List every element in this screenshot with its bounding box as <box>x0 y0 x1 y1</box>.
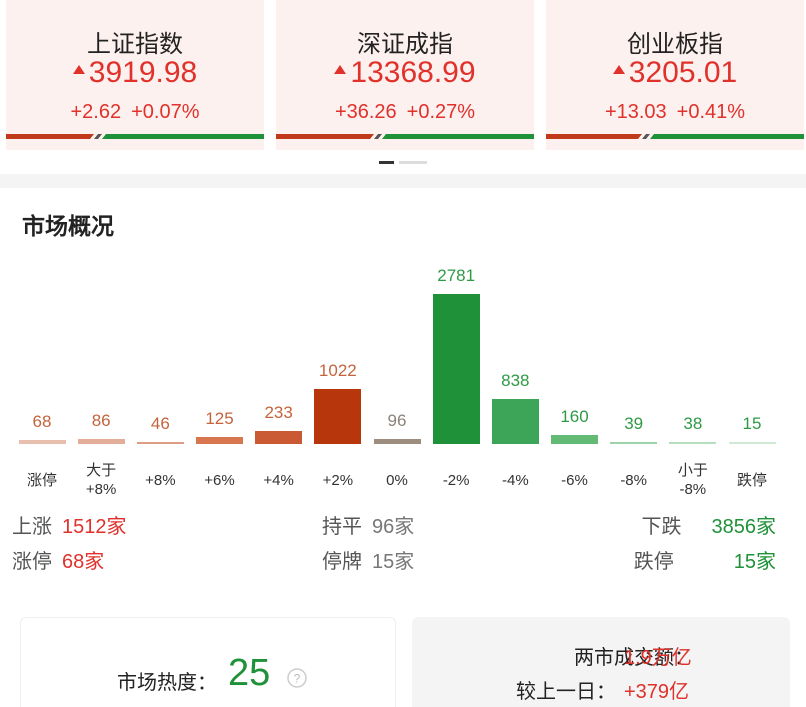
category-label: 跌停 <box>736 471 767 489</box>
stat-value: 15家 <box>733 551 776 573</box>
category-label: -4% <box>501 471 529 489</box>
value-label: 838 <box>501 370 530 390</box>
percent: +0.27% <box>406 101 476 123</box>
index-change: +2.62 +0.07% <box>6 101 264 124</box>
separator <box>0 174 806 188</box>
bar <box>728 442 776 444</box>
index-name: 上证指数 <box>87 31 183 58</box>
stat-value: 1512家 <box>62 516 127 538</box>
index-value-text: 3205.01 <box>628 56 738 89</box>
value-label: 68 <box>32 412 52 432</box>
percent: +0.41% <box>676 101 746 123</box>
change: +36.26 <box>334 101 397 123</box>
index-name: 深证成指 <box>357 31 453 58</box>
bar <box>196 437 243 444</box>
stat: 上涨 1512家 <box>12 510 127 539</box>
value-label: 2781 <box>437 266 476 285</box>
category-label: +2% <box>322 471 354 489</box>
turnover-value: 1.9万亿 <box>624 647 692 669</box>
index-change: +13.03 +0.41% <box>546 101 804 124</box>
value-label: 15 <box>742 414 762 433</box>
stat-label: 下跌 <box>641 516 682 538</box>
ratio-strip <box>276 134 534 139</box>
value-label: 96 <box>387 410 407 430</box>
category-label: 小于 -8% <box>677 462 708 498</box>
ratio-strip <box>6 134 264 139</box>
stat: 下跌 3856家 <box>642 510 777 539</box>
chart: 68 涨停 86 大于 +8% 46 +8% 125 +6% 233 +4% 1022 +2% 96 0%… <box>18 266 776 498</box>
value-label: 125 <box>205 409 234 429</box>
category-label: +8% <box>145 471 176 489</box>
bar <box>432 294 480 444</box>
heat-label: 市场热度： <box>117 672 217 694</box>
bar <box>314 388 362 444</box>
stat-value: 96家 <box>372 516 415 538</box>
value-label: 86 <box>91 411 111 431</box>
stat-value: 3856家 <box>711 516 777 538</box>
value-label: 1022 <box>318 360 357 380</box>
category-label: -6% <box>561 471 588 489</box>
index-value: 13368.99 <box>276 56 534 90</box>
stat: 跌停 15家 <box>634 545 776 574</box>
category-label: 涨停 <box>26 471 57 489</box>
stat-label: 跌停 <box>633 551 674 573</box>
stat-label: 持平 <box>322 516 362 538</box>
category-label: +6% <box>204 471 235 489</box>
value-label: 160 <box>560 407 589 427</box>
turnover-label: 较上一日： <box>516 681 616 703</box>
turnover-value: +379亿 <box>624 681 690 703</box>
bar <box>491 398 539 444</box>
index-card[interactable]: 深证成指 13368.99 +36.26 +0.27% <box>276 0 534 150</box>
index-value: 3919.98 <box>6 56 264 90</box>
turnover-card[interactable]: 两市成交额： 1.9万亿 较上一日： +379亿 <box>412 617 790 707</box>
value-label: 233 <box>264 403 293 423</box>
svg-text:?: ? <box>294 672 301 686</box>
percent: +0.07% <box>131 101 200 123</box>
category-label: 大于 +8% <box>85 462 117 498</box>
index-value: 3205.01 <box>546 56 804 90</box>
bar <box>136 441 184 444</box>
stat-value: 15家 <box>372 551 415 573</box>
value-label: 39 <box>624 413 644 433</box>
category-label: -2% <box>442 471 470 489</box>
bar <box>551 435 598 444</box>
category-label: +4% <box>263 471 294 489</box>
stat-value: 68家 <box>62 551 105 573</box>
value-label: 38 <box>683 413 703 433</box>
stat: 停牌 15家 <box>322 545 414 574</box>
bar <box>610 441 658 444</box>
turnover-label: 两市成交额： <box>574 647 694 669</box>
category-label: 0% <box>386 471 408 489</box>
value-label: 46 <box>150 413 170 433</box>
bar <box>255 431 303 444</box>
stat: 涨停 68家 <box>12 545 104 574</box>
index-value-text: 3919.98 <box>88 56 198 89</box>
stat-label: 停牌 <box>322 551 362 573</box>
stat: 持平 96家 <box>322 510 414 539</box>
stat-label: 上涨 <box>12 516 52 538</box>
bar <box>373 438 421 444</box>
index-card[interactable]: 创业板指 3205.01 +13.03 +0.41% <box>546 0 804 150</box>
category-label: -8% <box>620 471 647 489</box>
bar <box>77 439 125 444</box>
heat-card[interactable]: 市场热度： 25 ? <box>20 617 396 707</box>
change: +2.62 <box>70 101 122 123</box>
index-card[interactable]: 上证指数 3919.98 +2.62 +0.07% <box>6 0 264 150</box>
section-title: 市场概况 <box>22 213 114 239</box>
heat-value: 25 <box>228 652 271 694</box>
stat-label: 涨停 <box>12 551 52 573</box>
index-change: +36.26 +0.27% <box>276 101 534 124</box>
help-icon[interactable]: ? <box>287 668 307 688</box>
pager <box>379 161 427 164</box>
bar <box>669 441 717 444</box>
bar <box>18 440 66 444</box>
index-value-text: 13368.99 <box>350 56 476 89</box>
ratio-strip <box>546 134 804 139</box>
change: +13.03 <box>604 101 667 123</box>
index-name: 创业板指 <box>627 31 723 58</box>
